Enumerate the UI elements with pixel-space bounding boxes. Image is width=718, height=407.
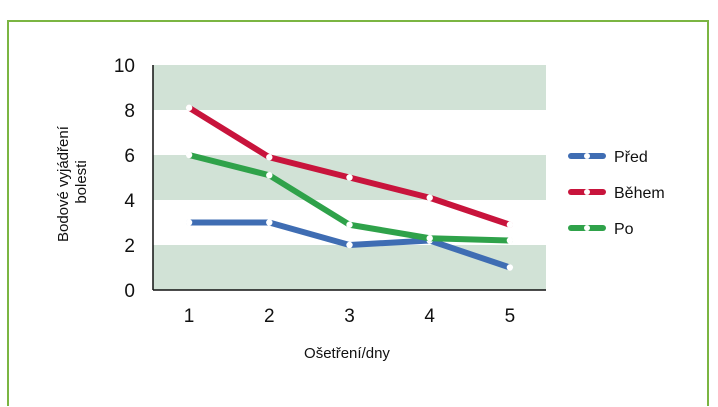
x-tick-label: 3: [344, 306, 355, 327]
data-point: [346, 241, 353, 249]
y-tick-labels: 0 2 4 6 8 10: [114, 56, 136, 302]
x-tick-labels: 1 2 3 4 5: [184, 306, 515, 327]
data-point: [506, 237, 514, 244]
x-tick-label: 1: [184, 306, 195, 327]
legend-swatch-dot: [584, 189, 590, 195]
data-point: [266, 172, 273, 179]
y-axis-title-line-1: Bodové vyjádření: [55, 125, 72, 242]
x-tick-label: 4: [424, 306, 435, 327]
data-point: [506, 221, 514, 228]
x-axis-title: Ošetření/dny: [304, 345, 390, 362]
grid-band: [153, 65, 546, 110]
y-tick-label: 0: [124, 281, 135, 302]
series-2: [185, 104, 514, 228]
data-point: [426, 194, 433, 201]
legend-label: Během: [614, 185, 665, 202]
y-tick-label: 8: [124, 101, 135, 122]
legend-swatch-dot: [584, 153, 590, 159]
x-tick-label: 5: [505, 306, 516, 327]
data-point: [346, 221, 353, 228]
y-tick-label: 6: [124, 146, 135, 167]
data-point: [346, 174, 353, 181]
series-lines: [185, 104, 514, 271]
data-point: [426, 235, 433, 242]
data-point: [266, 219, 273, 226]
y-tick-label: 2: [124, 236, 135, 257]
data-point: [185, 151, 193, 159]
data-point: [185, 219, 193, 226]
y-axis-title: Bodové vyjádření bolesti: [55, 122, 90, 242]
axes: [152, 65, 546, 291]
legend-swatch-dot: [584, 225, 590, 231]
data-point: [266, 154, 273, 161]
legend-item: Po: [568, 221, 634, 238]
legend-item: Během: [568, 185, 665, 202]
x-tick-label: 2: [264, 306, 275, 327]
data-point: [185, 104, 193, 111]
data-point: [506, 264, 514, 271]
y-axis-title-line-2: bolesti: [73, 160, 90, 203]
legend-label: Po: [614, 221, 634, 238]
y-tick-label: 4: [124, 191, 135, 212]
series-3: [185, 151, 514, 244]
grid-band: [153, 245, 546, 290]
y-tick-label: 10: [114, 56, 135, 77]
legend-label: Před: [614, 149, 648, 166]
legend: Před Během Po: [568, 149, 665, 238]
legend-item: Před: [568, 149, 648, 166]
